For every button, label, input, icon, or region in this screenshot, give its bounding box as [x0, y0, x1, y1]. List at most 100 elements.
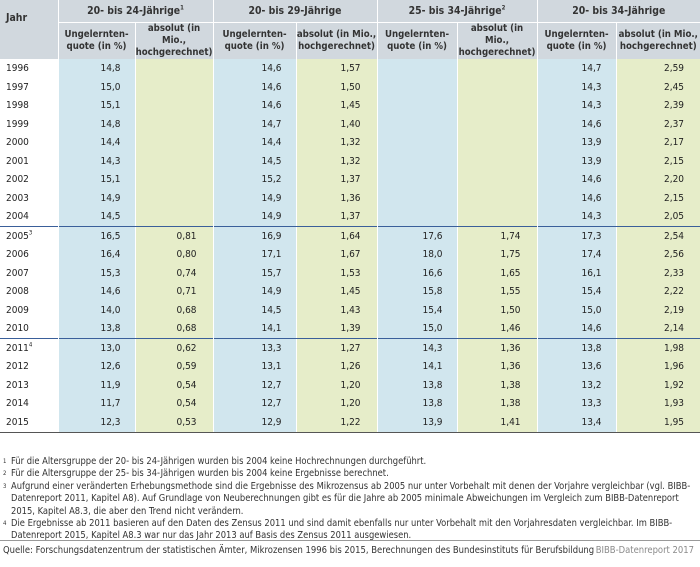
absolute-cell: 2,45 [615, 78, 700, 97]
absolute-cell [456, 78, 538, 97]
table-row: 2015 12,3 0,53 12,9 1,22 13,9 1,41 13,4 1,95 [0, 413, 700, 433]
quote-cell: 14,5 [212, 152, 297, 171]
quote-cell: 13,2 [536, 376, 617, 395]
footnote: 3 Aufgrund einer veränderten Erhebungsmet… [3, 481, 697, 518]
quote-cell: 14,3 [536, 207, 617, 227]
absolute-cell: 1,37 [295, 170, 378, 189]
quote-cell: 17,4 [536, 245, 617, 264]
year-cell: 20053 [0, 226, 58, 246]
quote-cell: 15,1 [57, 96, 135, 115]
quote-cell: 13,8 [376, 394, 458, 413]
absolute-cell: 1,20 [295, 376, 378, 395]
year-cell: 2001 [0, 152, 58, 171]
absolute-cell: 2,56 [615, 245, 700, 264]
group-header-20-34: 20- bis 34-Jährige [536, 0, 700, 23]
absolute-cell: 2,20 [615, 170, 700, 189]
group-header-20-29: 20- bis 29-Jährige [212, 0, 378, 23]
quote-cell: 13,3 [212, 338, 297, 358]
footnote-text: Für die Altersgruppe der 20- bis 24-Jähr… [11, 456, 427, 467]
year-cell: 2006 [0, 245, 58, 264]
quote-cell [376, 170, 458, 189]
quote-cell: 14,6 [212, 78, 297, 97]
quote-cell: 14,4 [212, 133, 297, 152]
absolute-cell [456, 207, 538, 227]
quote-cell: 14,6 [536, 319, 617, 339]
subheader-quote: Ungelernten-quote (in %) [376, 22, 458, 59]
divider [0, 540, 700, 541]
table-row: 2007 15,3 0,74 15,7 1,53 16,6 1,65 16,1 2,33 [0, 264, 700, 283]
table-body: 1996 14,8 14,6 1,57 14,7 2,59 1997 15,0 14,6 1,50… [0, 59, 700, 433]
quote-cell: 13,9 [376, 413, 458, 433]
year-cell: 1996 [0, 59, 58, 78]
quote-cell: 17,6 [376, 226, 458, 246]
quote-cell: 14,3 [376, 338, 458, 358]
quote-cell: 14,6 [536, 170, 617, 189]
table-row: 20114 13,0 0,62 13,3 1,27 14,3 1,36 13,8 1,98 [0, 338, 700, 358]
table-row: 2014 11,7 0,54 12,7 1,20 13,8 1,38 13,3 1,93 [0, 394, 700, 413]
absolute-cell: 1,55 [456, 282, 538, 301]
quote-cell: 15,4 [376, 301, 458, 320]
absolute-cell: 0,68 [134, 319, 214, 339]
quote-cell: 13,1 [212, 357, 297, 376]
year-cell: 2003 [0, 189, 58, 208]
absolute-cell: 1,41 [456, 413, 538, 433]
absolute-cell [456, 170, 538, 189]
quote-cell: 15,8 [376, 282, 458, 301]
year-cell: 2002 [0, 170, 58, 189]
quote-cell: 12,7 [212, 394, 297, 413]
footnote: 4 Die Ergebnisse ab 2011 basieren auf den… [3, 518, 697, 543]
absolute-cell: 2,59 [615, 59, 700, 78]
absolute-cell [134, 133, 214, 152]
year-cell: 2012 [0, 357, 58, 376]
quote-cell [376, 59, 458, 78]
quote-cell: 13,8 [57, 319, 135, 339]
quote-cell: 16,5 [57, 226, 135, 246]
absolute-cell: 1,45 [295, 282, 378, 301]
table-row: 20053 16,5 0,81 16,9 1,64 17,6 1,74 17,3 2,54 [0, 226, 700, 246]
quote-cell: 11,9 [57, 376, 135, 395]
quote-cell: 12,6 [57, 357, 135, 376]
group-header-20-24: 20- bis 24-Jährige1 [57, 0, 214, 23]
quote-cell: 16,1 [536, 264, 617, 283]
quote-cell: 17,1 [212, 245, 297, 264]
year-cell: 2007 [0, 264, 58, 283]
quote-cell: 15,0 [536, 301, 617, 320]
absolute-cell [134, 189, 214, 208]
absolute-cell: 2,19 [615, 301, 700, 320]
quote-cell: 14,1 [376, 357, 458, 376]
year-cell: 2013 [0, 376, 58, 395]
absolute-cell: 1,32 [295, 133, 378, 152]
absolute-cell: 2,54 [615, 226, 700, 246]
absolute-cell: 1,38 [456, 394, 538, 413]
absolute-cell: 2,17 [615, 133, 700, 152]
absolute-cell: 2,37 [615, 115, 700, 134]
absolute-cell: 1,40 [295, 115, 378, 134]
absolute-cell [134, 170, 214, 189]
table-row: 2002 15,1 15,2 1,37 14,6 2,20 [0, 170, 700, 189]
quote-cell: 14,3 [57, 152, 135, 171]
year-cell: 1998 [0, 96, 58, 115]
year-cell: 2000 [0, 133, 58, 152]
table-row: 2006 16,4 0,80 17,1 1,67 18,0 1,75 17,4 2,56 [0, 245, 700, 264]
quote-cell: 15,7 [212, 264, 297, 283]
absolute-cell: 2,05 [615, 207, 700, 227]
absolute-cell: 2,14 [615, 319, 700, 339]
absolute-cell: 0,62 [134, 338, 214, 358]
absolute-cell: 2,15 [615, 152, 700, 171]
year-cell: 2014 [0, 394, 58, 413]
absolute-cell: 1,50 [295, 78, 378, 97]
quote-cell: 14,4 [57, 133, 135, 152]
subheader-absolute: absolut (in Mio., hochgerechnet) [134, 22, 214, 59]
absolute-cell: 0,54 [134, 394, 214, 413]
quote-cell: 14,7 [536, 59, 617, 78]
absolute-cell [456, 115, 538, 134]
subheader-quote: Ungelernten-quote (in %) [536, 22, 617, 59]
quote-cell: 14,3 [536, 78, 617, 97]
year-header: Jahr [0, 0, 58, 60]
subheader-absolute: absolut (in Mio., hochgerechnet) [615, 22, 700, 59]
table-row: 1997 15,0 14,6 1,50 14,3 2,45 [0, 78, 700, 97]
absolute-cell: 1,92 [615, 376, 700, 395]
footnotes: 1 Für die Altersgruppe der 20- bis 24-Jäh… [3, 456, 697, 543]
quote-cell [376, 133, 458, 152]
footnote-number: 4 [3, 520, 7, 528]
